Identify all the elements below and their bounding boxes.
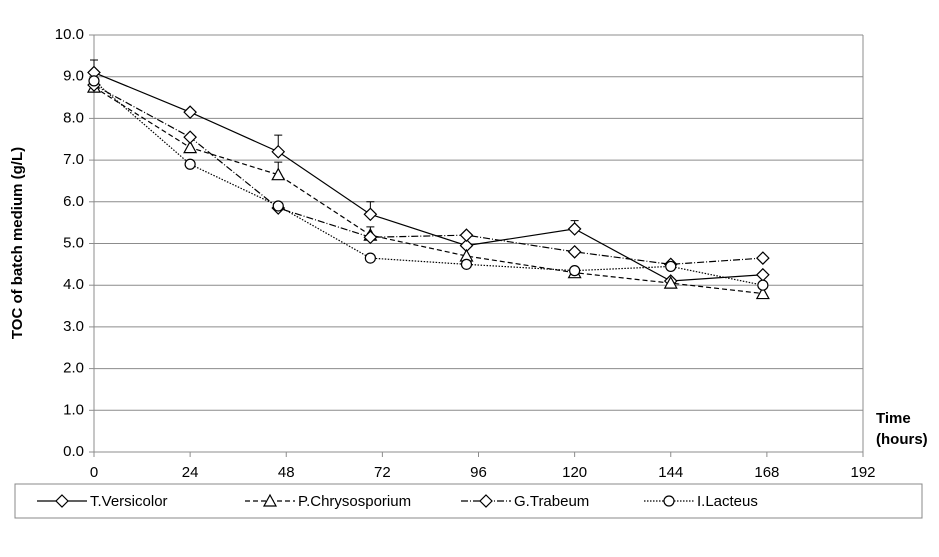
x-tick-label: 24 [182,464,199,481]
legend-marker [55,494,69,508]
marker [363,207,378,222]
marker [272,200,284,212]
series-line [93,86,763,295]
y-tick-label: 4.0 [63,276,84,293]
y-tick-label: 6.0 [63,193,84,210]
y-tick-label: 9.0 [63,68,84,85]
marker [665,260,677,273]
x-tick-label: 144 [658,464,683,481]
x-axis-label: (hours) [876,431,928,448]
legend-marker [479,494,493,508]
marker [569,265,581,277]
marker [184,158,196,170]
y-tick-label: 10.0 [55,26,84,43]
y-tick-label: 8.0 [63,109,84,126]
marker [183,105,197,119]
legend-label: I.Lacteus [697,493,758,510]
y-axis-label: TOC of batch medium (g/L) [9,147,26,339]
y-tick-label: 5.0 [63,234,84,251]
y-tick-label: 3.0 [63,318,84,335]
legend-marker [262,493,278,507]
legend-box [14,483,923,519]
series-line [93,80,763,286]
marker [364,252,376,264]
marker [363,230,378,245]
marker [88,75,100,87]
marker [459,228,474,243]
x-tick-label: 48 [278,464,295,481]
x-tick-label: 168 [754,464,779,481]
x-tick-label: 96 [470,464,487,481]
marker [271,167,286,181]
marker [663,275,678,289]
legend-label: G.Trabeum [514,493,589,510]
marker [183,140,198,154]
x-tick-label: 72 [374,464,391,481]
marker [755,286,770,300]
marker [567,222,582,236]
marker [460,258,473,270]
marker [567,244,582,259]
marker [756,267,770,282]
y-tick-label: 1.0 [63,401,84,418]
x-axis-label: Time [876,410,911,427]
legend-marker [663,495,675,507]
y-tick-label: 0.0 [63,443,84,460]
marker [271,144,286,159]
x-tick-label: 0 [90,464,98,481]
y-tick-label: 7.0 [63,151,84,168]
x-tick-label: 120 [562,464,587,481]
marker [183,130,197,145]
y-tick-label: 2.0 [63,360,84,377]
series-line [93,84,763,265]
legend-label: T.Versicolor [90,493,168,510]
series-line [93,71,763,282]
legend-label: P.Chrysosporium [298,493,411,510]
marker [757,279,769,291]
x-tick-label: 192 [850,464,875,481]
marker [756,251,770,265]
